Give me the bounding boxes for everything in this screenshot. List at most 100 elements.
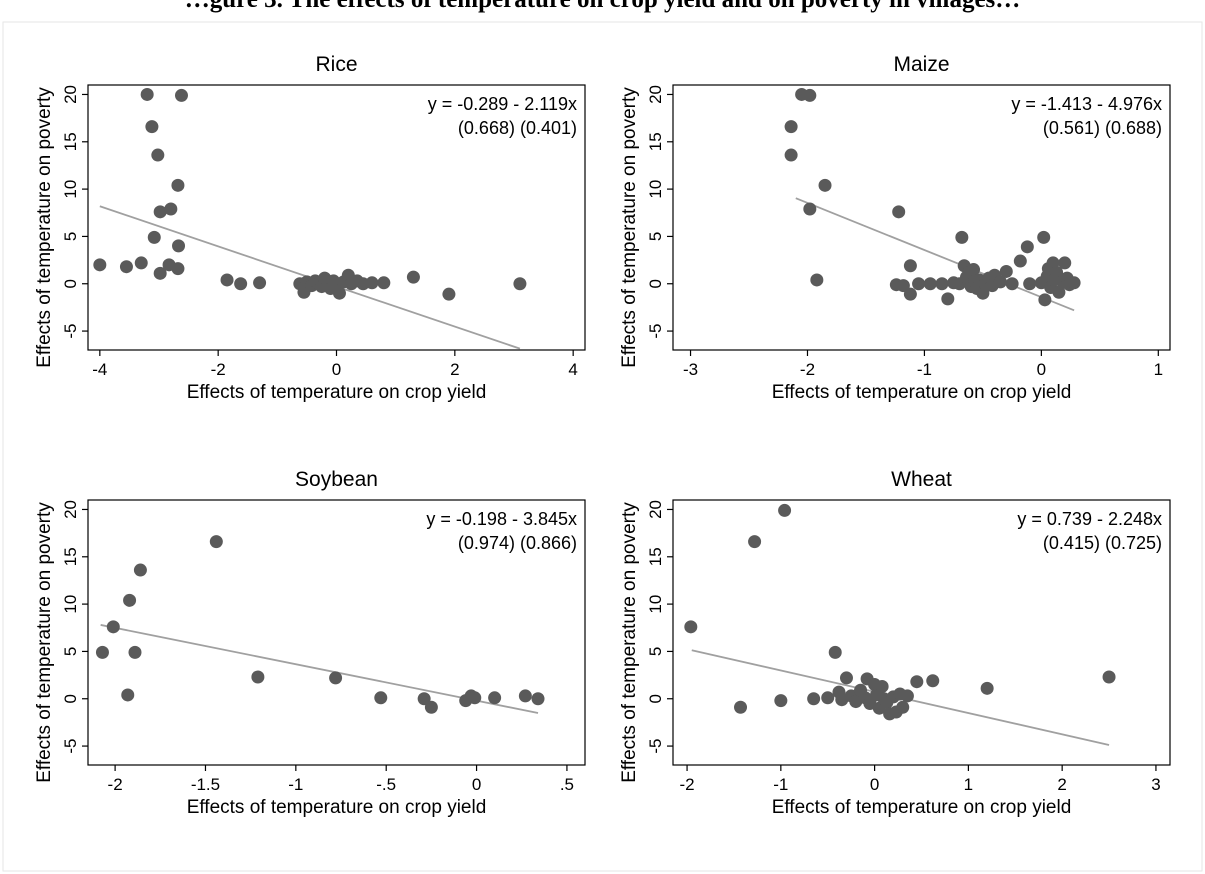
rice-regression-equation: y = -0.289 - 2.119x <box>428 94 577 114</box>
maize-y-tick-label: -5 <box>646 324 665 339</box>
soybean-data-point <box>329 671 343 685</box>
rice-data-point <box>140 87 154 101</box>
maize-plot-frame <box>672 84 1171 351</box>
maize-y-tick-label: 10 <box>646 180 665 199</box>
soybean-data-point <box>374 691 388 705</box>
soybean-x-tick-label: -1.5 <box>191 775 220 794</box>
soybean-y-tick-label: 10 <box>61 595 80 614</box>
wheat-y-tick-label: 20 <box>646 500 665 519</box>
maize-title: Maize <box>893 53 949 76</box>
maize-data-point <box>941 292 955 306</box>
wheat-x-tick-label: 2 <box>1057 775 1066 794</box>
soybean-y-tick-label: 20 <box>61 500 80 519</box>
wheat-data-point <box>910 675 924 689</box>
wheat-y-tick-label: 5 <box>646 647 665 656</box>
wheat-x-tick-label: -2 <box>680 775 695 794</box>
rice-data-point <box>513 277 527 291</box>
maize-data-point <box>810 273 824 287</box>
maize-data-point <box>935 277 949 291</box>
wheat-y-tick-label: -5 <box>646 739 665 754</box>
maize-data-point <box>1050 265 1064 279</box>
rice-x-tick-label: 0 <box>332 360 341 379</box>
wheat-x-tick-label: 3 <box>1151 775 1160 794</box>
wheat-data-point <box>778 503 792 517</box>
rice-plot-frame <box>87 84 586 351</box>
rice-x-axis-label: Effects of temperature on crop yield <box>187 382 487 403</box>
rice-data-point <box>147 230 161 244</box>
maize-x-tick-label: -3 <box>683 360 698 379</box>
soybean-data-point <box>251 670 265 684</box>
rice-y-tick-label: 10 <box>61 180 80 199</box>
maize-data-point <box>999 264 1013 278</box>
maize-data-point <box>1038 293 1052 307</box>
maize-data-point <box>1023 277 1037 291</box>
rice-data-point <box>220 273 234 287</box>
soybean-y-tick-label: 5 <box>61 647 80 656</box>
maize-standard-errors: (0.561) (0.688) <box>1043 118 1162 138</box>
maize-y-tick-label: 0 <box>646 279 665 288</box>
rice-data-point <box>171 178 185 192</box>
maize-y-tick-label: 20 <box>646 85 665 104</box>
soybean-data-point <box>95 645 109 659</box>
rice-x-tick-label: 4 <box>568 360 577 379</box>
wheat-x-axis-label: Effects of temperature on crop yield <box>772 797 1072 818</box>
soybean-x-tick-label: 0 <box>472 775 481 794</box>
maize-data-point <box>892 205 906 219</box>
maize-data-point <box>1020 240 1034 254</box>
maize-data-point <box>1005 277 1019 291</box>
rice-panel: Rice -4 -2 0 2 4 -5 0 5 10 15 20 Effects of temperat… <box>34 53 586 403</box>
rice-x-tick-label: -2 <box>211 360 226 379</box>
wheat-data-point <box>821 691 835 705</box>
soybean-x-tick-label: -1 <box>288 775 303 794</box>
soybean-data-point <box>424 700 438 714</box>
soybean-data-point <box>417 692 431 706</box>
wheat-standard-errors: (0.415) (0.725) <box>1043 533 1162 553</box>
rice-data-point <box>406 270 420 284</box>
rice-x-tick-label: -4 <box>92 360 107 379</box>
maize-fit-line <box>795 197 1075 312</box>
soybean-data-point <box>128 645 142 659</box>
wheat-data-point <box>875 679 889 693</box>
wheat-data-point <box>926 674 940 688</box>
wheat-data-point <box>980 681 994 695</box>
soybean-x-tick-label: -.5 <box>376 775 396 794</box>
maize-data-point <box>1067 276 1081 290</box>
maize-data-point <box>1037 230 1051 244</box>
rice-data-point <box>151 148 165 162</box>
wheat-data-point <box>734 700 748 714</box>
maize-data-point <box>1052 285 1066 299</box>
wheat-data-point <box>748 535 762 549</box>
wheat-y-tick-label: 0 <box>646 694 665 703</box>
wheat-regression-equation: y = 0.739 - 2.248x <box>1017 509 1162 529</box>
rice-data-point <box>253 276 267 290</box>
rice-data-point <box>174 88 188 102</box>
soybean-x-axis-label: Effects of temperature on crop yield <box>187 797 487 818</box>
rice-data-point <box>442 287 456 301</box>
rice-standard-errors: (0.668) (0.401) <box>458 118 577 138</box>
figure-border <box>2 21 1203 872</box>
maize-data-point <box>784 120 798 134</box>
maize-data-point <box>955 230 969 244</box>
maize-regression-equation: y = -1.413 - 4.976x <box>1011 94 1162 114</box>
maize-x-tick-label: -2 <box>800 360 815 379</box>
soybean-data-point <box>518 689 532 703</box>
rice-x-tick-label: 2 <box>450 360 459 379</box>
soybean-data-point <box>468 691 482 705</box>
rice-y-tick-label: 0 <box>61 279 80 288</box>
wheat-y-axis-label: Effects of temperature on poverty <box>619 502 640 783</box>
rice-data-point <box>134 256 148 270</box>
rice-data-point <box>377 276 391 290</box>
soybean-x-tick-label: .5 <box>560 775 574 794</box>
rice-data-point <box>234 277 248 291</box>
maize-data-point <box>993 275 1007 289</box>
rice-data-point <box>93 258 107 272</box>
soybean-y-tick-label: 0 <box>61 694 80 703</box>
rice-data-point <box>164 202 178 216</box>
rice-data-point <box>153 205 167 219</box>
soybean-data-point <box>106 620 120 634</box>
maize-data-point <box>1013 254 1027 268</box>
wheat-x-tick-label: -1 <box>773 775 788 794</box>
wheat-data-point <box>807 692 821 706</box>
soybean-data-point <box>123 593 137 607</box>
